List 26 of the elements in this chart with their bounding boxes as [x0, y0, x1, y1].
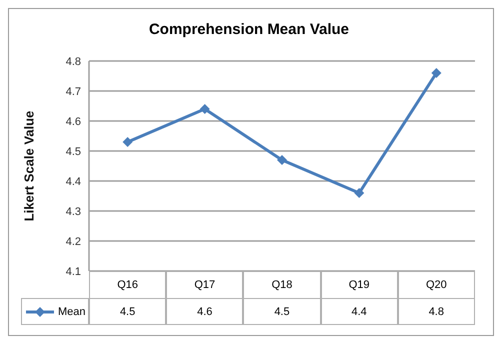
y-tick-label: 4.4 — [66, 176, 81, 188]
y-tick-label: 4.1 — [66, 266, 81, 278]
y-tick-label: 4.3 — [66, 206, 81, 218]
data-label: 4.5 — [243, 298, 321, 325]
y-axis-title: Likert Scale Value — [22, 110, 37, 222]
point — [277, 155, 287, 165]
y-tick-label: 4.8 — [66, 56, 81, 68]
y-tick-label: 4.2 — [66, 236, 81, 248]
point — [200, 104, 210, 114]
x-tick-label: Q17 — [166, 271, 244, 299]
x-tick-label: Q19 — [320, 271, 398, 299]
point — [122, 137, 133, 147]
legend-label: Mean — [58, 306, 86, 318]
data-label: 4.8 — [398, 298, 475, 325]
x-tick-label: Q20 — [398, 271, 475, 299]
chart-title: Comprehension Mean Value — [148, 21, 350, 38]
y-tick-label: 4.6 — [66, 116, 81, 128]
x-tick-label: Q16 — [89, 271, 166, 299]
data-label: 4.6 — [166, 298, 244, 325]
point — [354, 188, 364, 198]
point — [431, 68, 442, 78]
x-tick-label: Q18 — [243, 271, 321, 299]
y-tick-label: 4.5 — [66, 146, 81, 158]
data-label: 4.5 — [89, 298, 166, 325]
data-label: 4.4 — [320, 298, 398, 325]
y-tick-label: 4.7 — [66, 86, 81, 98]
